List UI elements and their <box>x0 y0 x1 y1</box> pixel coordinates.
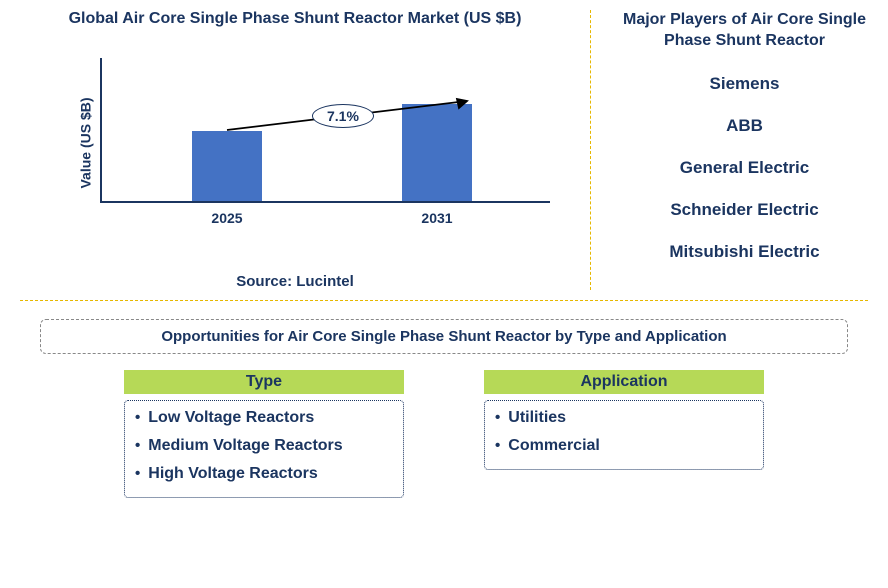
player-item: General Electric <box>611 158 878 178</box>
opportunities-title-box: Opportunities for Air Core Single Phase … <box>40 319 848 354</box>
player-item: Schneider Electric <box>611 200 878 220</box>
player-item: Siemens <box>611 74 878 94</box>
cagr-badge: 7.1% <box>312 104 374 128</box>
chart-axes: 2025 2031 7.1% <box>100 58 550 203</box>
horizontal-divider <box>20 300 868 301</box>
x-label-2025: 2025 <box>182 210 272 226</box>
type-column: Type Low Voltage Reactors Medium Voltage… <box>124 370 404 498</box>
player-item: ABB <box>611 116 878 136</box>
top-section: Global Air Core Single Phase Shunt React… <box>0 0 888 300</box>
opportunities-tables: Type Low Voltage Reactors Medium Voltage… <box>0 370 888 498</box>
chart-panel: Global Air Core Single Phase Shunt React… <box>0 0 590 300</box>
application-header: Application <box>484 370 764 394</box>
application-body: Utilities Commercial <box>484 400 764 470</box>
chart-title: Global Air Core Single Phase Shunt React… <box>0 10 590 28</box>
list-item: Commercial <box>495 437 753 455</box>
y-axis-label: Value (US $B) <box>78 97 94 188</box>
growth-arrow-icon <box>102 58 550 201</box>
type-header: Type <box>124 370 404 394</box>
type-body: Low Voltage Reactors Medium Voltage Reac… <box>124 400 404 498</box>
list-item: Medium Voltage Reactors <box>135 437 393 455</box>
players-panel: Major Players of Air Core Single Phase S… <box>591 0 888 300</box>
chart-source: Source: Lucintel <box>0 273 590 290</box>
chart-area: Value (US $B) 2025 2031 7.1% <box>100 58 550 228</box>
list-item: Low Voltage Reactors <box>135 409 393 427</box>
application-column: Application Utilities Commercial <box>484 370 764 498</box>
list-item: High Voltage Reactors <box>135 465 393 483</box>
list-item: Utilities <box>495 409 753 427</box>
player-item: Mitsubishi Electric <box>611 242 878 262</box>
x-label-2031: 2031 <box>392 210 482 226</box>
players-title: Major Players of Air Core Single Phase S… <box>611 10 878 52</box>
opportunities-title: Opportunities for Air Core Single Phase … <box>161 328 726 345</box>
